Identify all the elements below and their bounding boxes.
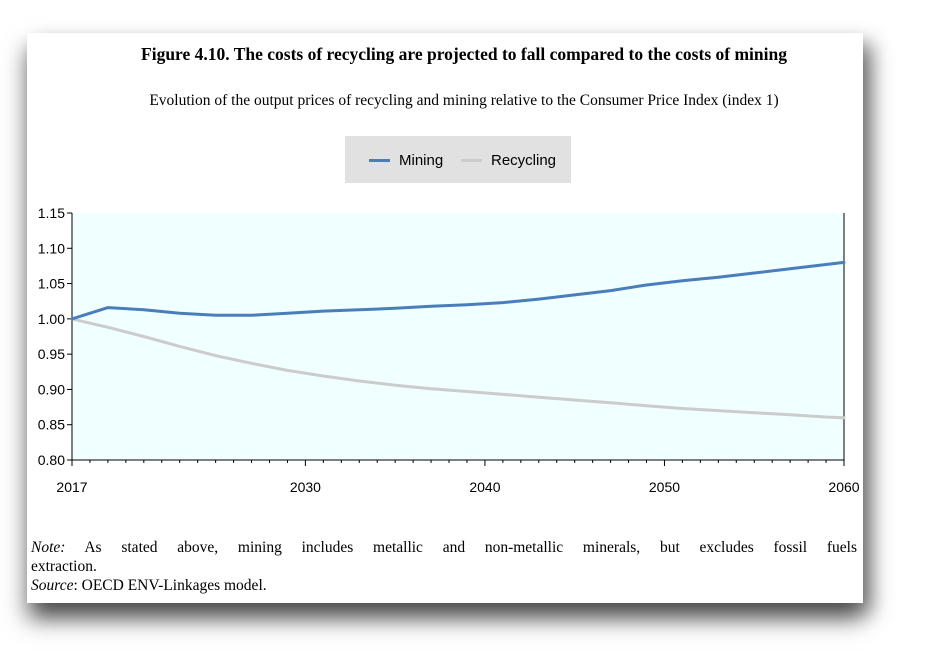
note-line: Note: As stated above, mining includes m…: [31, 538, 857, 557]
x-tick-label: 2060: [828, 479, 859, 495]
note-text: As stated above, mining includes metalli…: [84, 539, 857, 556]
x-tick-label: 2030: [290, 479, 321, 495]
y-tick-label: 1.10: [38, 240, 65, 256]
plot-area: [72, 213, 844, 460]
y-tick-label: 0.80: [38, 452, 65, 468]
source-text: : OECD ENV-Linkages model.: [73, 577, 267, 594]
legend-label-mining: Mining: [399, 151, 444, 169]
legend-swatch-mining: [369, 158, 390, 162]
legend-label-recycling: Recycling: [491, 151, 557, 169]
source-label: Source: [31, 577, 74, 594]
x-tick-label: 2017: [56, 479, 87, 495]
x-tick-label: 2050: [649, 479, 680, 495]
x-tick-label: 2040: [469, 479, 500, 495]
legend-swatch-recycling: [461, 158, 482, 162]
source-line: Source: OECD ENV-Linkages model.: [31, 576, 857, 595]
y-tick-label: 0.90: [38, 381, 65, 397]
y-tick-label: 1.05: [38, 276, 65, 292]
y-tick-label: 1.15: [38, 205, 65, 221]
y-tick-label: 0.95: [38, 346, 65, 362]
series-line-recycling: [70, 317, 846, 420]
note-label: Note:: [31, 539, 66, 556]
chart-legend: Mining Recycling: [345, 136, 571, 183]
legend-item-recycling: Recycling: [461, 151, 556, 169]
note-text-continued: extraction.: [31, 558, 97, 575]
legend-item-mining: Mining: [369, 151, 443, 169]
series-line-mining: [70, 260, 846, 321]
y-tick-label: 0.85: [38, 417, 65, 433]
y-tick-label: 1.00: [38, 311, 65, 327]
figure-notes: Note: As stated above, mining includes m…: [31, 538, 857, 595]
figure-title: Figure 4.10. The costs of recycling are …: [141, 44, 787, 64]
figure-subtitle: Evolution of the output prices of recycl…: [149, 92, 779, 109]
